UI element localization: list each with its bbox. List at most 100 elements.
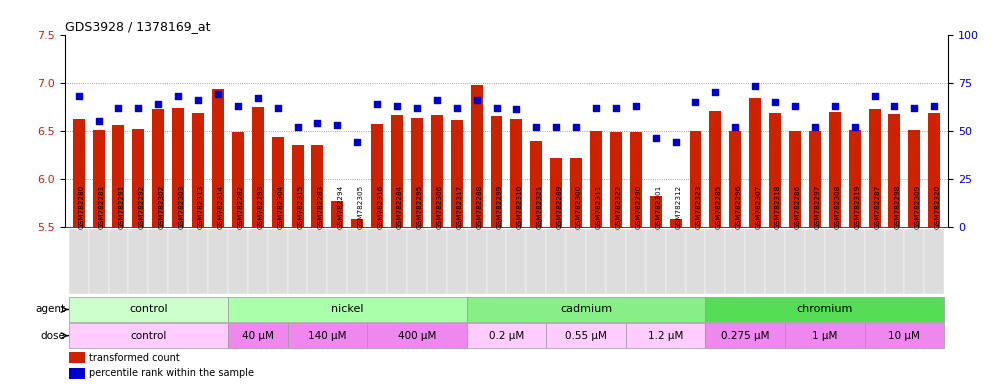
Bar xyxy=(352,219,364,227)
Point xyxy=(230,103,246,109)
Text: agent: agent xyxy=(35,305,65,314)
Bar xyxy=(789,131,801,227)
Text: GSM782292: GSM782292 xyxy=(138,184,144,228)
Text: GSM782314: GSM782314 xyxy=(218,184,224,228)
Text: GSM782318: GSM782318 xyxy=(775,184,781,228)
Text: GSM782304: GSM782304 xyxy=(278,184,284,228)
Text: GSM782287: GSM782287 xyxy=(874,184,880,228)
Point xyxy=(867,93,882,99)
Bar xyxy=(308,229,328,294)
Text: 1 μM: 1 μM xyxy=(812,331,838,341)
Text: GSM782295: GSM782295 xyxy=(417,184,423,228)
Point xyxy=(627,103,643,109)
Bar xyxy=(590,131,602,227)
Text: GSM782291: GSM782291 xyxy=(119,184,124,228)
Bar xyxy=(829,112,841,227)
Point xyxy=(926,103,942,109)
Point xyxy=(130,104,146,111)
Text: GSM782321: GSM782321 xyxy=(536,184,542,228)
Point xyxy=(370,101,385,107)
Point xyxy=(190,97,206,103)
Bar xyxy=(348,229,368,294)
Bar xyxy=(705,323,785,348)
Bar xyxy=(928,113,940,227)
Point xyxy=(389,103,405,109)
Bar xyxy=(805,229,825,294)
Bar xyxy=(629,132,641,227)
Bar xyxy=(709,111,721,227)
Text: GSM782320: GSM782320 xyxy=(934,184,940,228)
Bar xyxy=(865,229,884,294)
Bar xyxy=(69,297,228,322)
Bar xyxy=(785,323,865,348)
Bar xyxy=(669,219,681,227)
Bar xyxy=(467,323,546,348)
Bar xyxy=(586,229,606,294)
Text: GSM782313: GSM782313 xyxy=(198,184,204,228)
Bar xyxy=(865,323,944,348)
Bar xyxy=(809,131,821,227)
Bar xyxy=(212,89,224,227)
Text: 400 μM: 400 μM xyxy=(397,331,436,341)
Text: GSM782301: GSM782301 xyxy=(655,184,661,228)
Point xyxy=(687,99,703,105)
Bar xyxy=(530,141,542,227)
Text: GDS3928 / 1378169_at: GDS3928 / 1378169_at xyxy=(65,20,210,33)
Bar xyxy=(625,229,645,294)
Bar xyxy=(610,132,622,227)
Bar xyxy=(407,229,427,294)
Bar xyxy=(248,229,268,294)
Bar xyxy=(550,158,562,227)
Text: 140 μM: 140 μM xyxy=(308,331,347,341)
Bar xyxy=(152,109,164,227)
Text: nickel: nickel xyxy=(331,305,364,314)
Bar xyxy=(467,297,705,322)
Bar xyxy=(69,352,85,363)
Bar xyxy=(705,229,725,294)
Text: GSM782310: GSM782310 xyxy=(516,184,523,228)
Bar xyxy=(427,229,447,294)
Text: 0.2 μM: 0.2 μM xyxy=(489,331,524,341)
Bar xyxy=(471,86,483,227)
Text: GSM782284: GSM782284 xyxy=(397,184,403,228)
Text: dose: dose xyxy=(40,331,65,341)
Point xyxy=(827,103,843,109)
Point xyxy=(210,91,226,97)
Point xyxy=(270,104,286,111)
Text: GSM782322: GSM782322 xyxy=(616,184,622,228)
Bar xyxy=(825,229,845,294)
Point xyxy=(747,83,763,89)
Bar xyxy=(924,229,944,294)
Text: GSM782296: GSM782296 xyxy=(735,184,741,228)
Point xyxy=(91,118,107,124)
Point xyxy=(647,135,663,141)
Text: chromium: chromium xyxy=(797,305,853,314)
Bar xyxy=(566,229,586,294)
Point xyxy=(489,104,505,111)
Bar xyxy=(228,297,467,322)
Point xyxy=(727,124,743,130)
Bar xyxy=(391,115,403,227)
Bar xyxy=(705,297,944,322)
Bar xyxy=(228,229,248,294)
Bar xyxy=(288,229,308,294)
Bar xyxy=(292,145,304,227)
Text: GSM782312: GSM782312 xyxy=(675,184,681,228)
Bar xyxy=(904,229,924,294)
Bar xyxy=(252,106,264,227)
Point xyxy=(409,104,425,111)
Text: percentile rank within the sample: percentile rank within the sample xyxy=(90,368,254,378)
Text: cadmium: cadmium xyxy=(560,305,613,314)
Bar xyxy=(113,125,124,227)
Bar xyxy=(665,229,685,294)
Text: GSM782315: GSM782315 xyxy=(298,184,304,228)
Bar xyxy=(689,131,701,227)
Point xyxy=(150,101,166,107)
Bar xyxy=(188,229,208,294)
Bar xyxy=(228,323,288,348)
Text: GSM782299: GSM782299 xyxy=(497,184,503,228)
Point xyxy=(508,106,524,113)
Bar xyxy=(73,119,85,227)
Point xyxy=(310,120,326,126)
Point xyxy=(528,124,544,130)
